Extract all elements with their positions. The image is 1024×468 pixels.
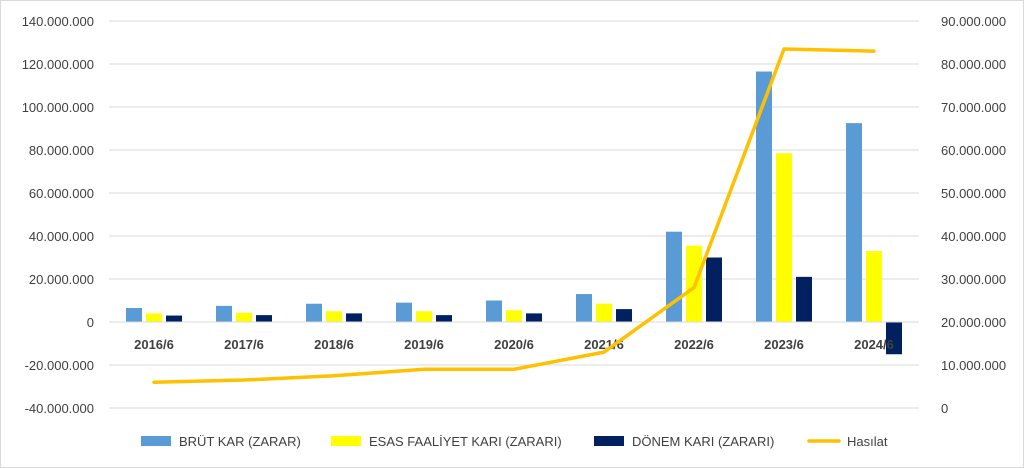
right-tick-label: 70.000.000 [941,100,1006,115]
bar-1-0 [146,313,162,322]
right-tick-label: 50.000.000 [941,186,1006,201]
bar-0-0 [126,308,142,322]
bar-2-4 [526,313,542,322]
line-series [152,47,876,384]
bar-1-4 [506,310,522,322]
left-tick-label: -40.000.000 [25,401,94,416]
left-tick-label: 120.000.000 [22,57,94,72]
bar-0-6 [666,231,682,322]
bar-2-8 [886,322,902,355]
legend-label: ESAS FAALİYET KARI (ZARARI) [369,434,562,449]
category-label: 2020/6 [494,337,534,352]
legend-swatch [141,436,171,446]
line-hasilat [152,47,876,384]
gridlines [109,20,919,409]
category-label: 2019/6 [404,337,444,352]
left-tick-label: 0 [87,315,94,330]
legend-label: BRÜT KAR (ZARAR) [179,434,301,449]
right-tick-label: 80.000.000 [941,57,1006,72]
bar-0-4 [486,300,502,322]
bar-0-5 [576,294,592,322]
right-tick-label: 10.000.000 [941,358,1006,373]
bar-0-8 [846,123,862,322]
bar-2-0 [166,315,182,322]
bar-1-2 [326,311,342,322]
category-label: 2022/6 [674,337,714,352]
right-tick-label: 20.000.000 [941,315,1006,330]
bar-series [126,71,902,355]
legend-swatch [594,436,624,446]
right-y-axis: 0 10.000.000 20.000.000 30.000.000 40.000.00… [941,14,1006,416]
bar-0-3 [396,302,412,322]
bar-0-7 [756,71,772,323]
bar-0-1 [216,305,232,322]
left-tick-label: 40.000.000 [29,229,94,244]
bar-0-2 [306,303,322,322]
right-tick-label: 30.000.000 [941,272,1006,287]
bar-1-7 [776,153,792,322]
left-tick-label: -20.000.000 [25,358,94,373]
legend-label: Hasılat [847,434,888,449]
right-tick-label: 60.000.000 [941,143,1006,158]
bar-2-2 [346,313,362,322]
category-label: 2024/6 [854,337,894,352]
legend: BRÜT KAR (ZARAR) ESAS FAALİYET KARI (ZARA… [141,434,888,449]
left-y-axis: -40.000.000 -20.000.000 0 20.000.000 40.000.… [22,14,94,416]
right-tick-label: 90.000.000 [941,14,1006,29]
bar-2-3 [436,315,452,322]
category-label: 2017/6 [224,337,264,352]
legend-label: DÖNEM KARI (ZARARI) [632,434,774,449]
left-tick-label: 20.000.000 [29,272,94,287]
bar-2-6 [706,257,722,322]
left-tick-label: 80.000.000 [29,143,94,158]
left-tick-label: 60.000.000 [29,186,94,201]
bar-2-7 [796,276,812,322]
bar-2-1 [256,315,272,322]
right-tick-label: 40.000.000 [941,229,1006,244]
bar-1-5 [596,303,612,322]
bar-2-5 [616,309,632,322]
category-label: 2021/6 [584,337,624,352]
bar-1-1 [236,312,252,322]
left-tick-label: 140.000.000 [22,14,94,29]
legend-swatch [331,436,361,446]
category-labels: 2016/6 2017/6 2018/6 2019/6 2020/6 2021/6 2022… [134,337,894,352]
right-tick-label: 0 [941,401,948,416]
category-label: 2016/6 [134,337,174,352]
bar-1-8 [866,251,882,322]
category-label: 2023/6 [764,337,804,352]
category-label: 2018/6 [314,337,354,352]
left-tick-label: 100.000.000 [22,100,94,115]
bar-1-3 [416,311,432,322]
